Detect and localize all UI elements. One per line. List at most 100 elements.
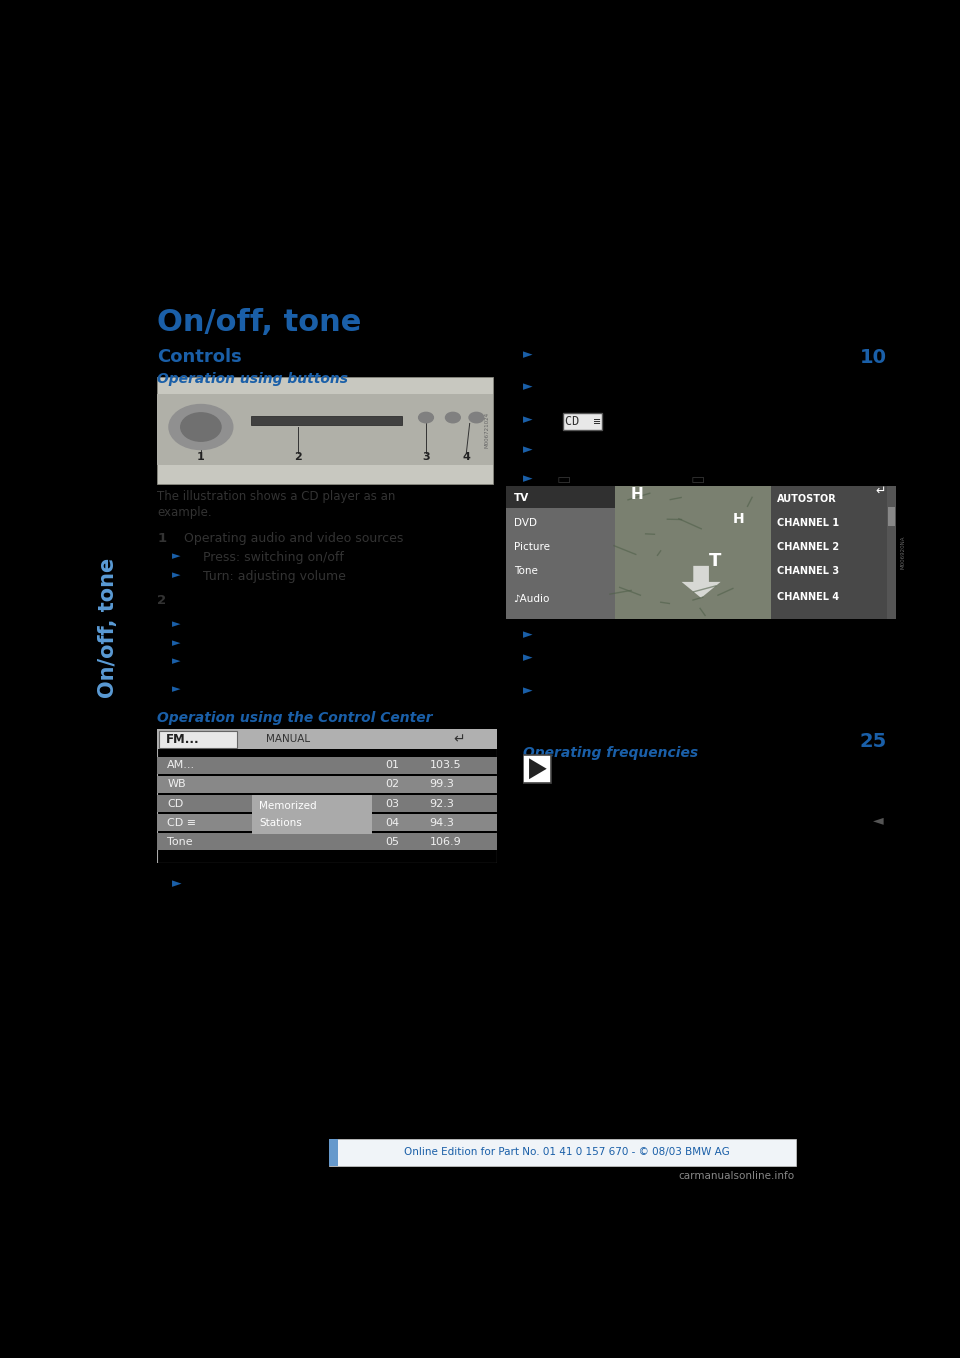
FancyBboxPatch shape [506,486,615,508]
Text: Operating audio and video sources: Operating audio and video sources [184,532,403,545]
Text: M006920NA: M006920NA [900,536,905,569]
Text: ↵: ↵ [453,732,465,746]
Text: 94.3: 94.3 [429,818,454,827]
Text: Turn: adjusting volume: Turn: adjusting volume [204,569,347,583]
Text: Operation using buttons: Operation using buttons [157,372,348,386]
Polygon shape [682,566,721,598]
Text: TV: TV [514,493,529,502]
Circle shape [445,413,460,422]
Text: CD: CD [167,799,183,808]
Text: ▭: ▭ [556,473,570,488]
Text: AM...: AM... [167,760,196,770]
Text: ►: ► [173,684,180,694]
Text: 2: 2 [157,593,166,607]
Text: T: T [708,551,721,570]
Text: Picture: Picture [514,542,550,553]
Text: ►: ► [522,684,532,698]
Text: Operating frequencies: Operating frequencies [522,746,698,759]
Text: On/off, tone: On/off, tone [98,558,118,698]
Text: Controls: Controls [157,349,242,367]
Text: WB: WB [167,779,186,789]
Text: H: H [732,512,744,526]
Text: example.: example. [157,507,212,519]
Text: Tone: Tone [167,837,193,847]
Text: M006721024: M006721024 [485,413,490,448]
Text: ♪Audio: ♪Audio [514,595,550,604]
Text: CHANNEL 1: CHANNEL 1 [778,519,839,528]
Text: Tone: Tone [514,566,538,576]
FancyBboxPatch shape [157,394,493,464]
Text: 04: 04 [385,818,399,827]
FancyBboxPatch shape [157,815,497,831]
Text: 01: 01 [385,760,399,770]
Text: ►: ► [173,638,180,648]
Text: FM...: FM... [166,732,200,746]
Text: On/off, tone: On/off, tone [157,308,362,337]
FancyBboxPatch shape [252,796,372,834]
Text: The illustration shows a CD player as an: The illustration shows a CD player as an [157,490,396,504]
FancyBboxPatch shape [523,755,551,782]
Text: ►: ► [173,619,180,629]
Text: 1: 1 [197,452,204,462]
FancyBboxPatch shape [329,1138,338,1165]
Text: Operation using the Control Center: Operation using the Control Center [157,712,433,725]
Text: Stations: Stations [259,818,302,828]
Circle shape [169,405,233,449]
Text: ↵: ↵ [876,485,886,498]
FancyBboxPatch shape [159,731,237,748]
Text: CHANNEL 2: CHANNEL 2 [778,542,839,553]
Text: 02: 02 [385,779,399,789]
Text: ►: ► [173,551,180,561]
Circle shape [180,413,221,441]
Text: 1: 1 [157,532,166,545]
Text: CHANNEL 3: CHANNEL 3 [778,566,839,576]
Text: CD  ≡: CD ≡ [564,416,600,428]
Text: 3: 3 [422,452,430,462]
Text: Press: switching on/off: Press: switching on/off [204,551,345,564]
Text: ►: ► [173,877,182,889]
Text: 4: 4 [463,452,470,462]
Text: DVD: DVD [514,519,537,528]
Text: ►: ► [522,473,532,485]
Text: ◄: ◄ [874,813,884,827]
Text: ►: ► [173,569,180,580]
FancyBboxPatch shape [615,486,772,619]
Text: ►: ► [522,650,532,664]
FancyBboxPatch shape [157,834,497,850]
Text: 2: 2 [295,452,302,462]
FancyBboxPatch shape [157,378,493,483]
Text: 92.3: 92.3 [429,799,454,808]
Text: ►: ► [522,443,532,456]
Polygon shape [529,758,546,779]
Text: 99.3: 99.3 [429,779,454,789]
Text: 25: 25 [859,732,886,751]
Text: CD ≡: CD ≡ [167,818,197,827]
Text: ►: ► [173,656,180,667]
FancyBboxPatch shape [329,1138,796,1165]
Text: ►: ► [522,380,532,392]
Text: carmanualsonline.info: carmanualsonline.info [679,1171,795,1181]
Text: Memorized: Memorized [259,801,317,811]
Text: MANUAL: MANUAL [266,735,310,744]
Text: ►: ► [522,629,532,641]
FancyBboxPatch shape [888,507,896,526]
Text: ►: ► [522,349,532,361]
FancyBboxPatch shape [772,486,897,619]
Circle shape [419,413,433,422]
Text: CHANNEL 4: CHANNEL 4 [778,592,839,602]
Text: ►: ► [522,413,532,426]
FancyBboxPatch shape [157,775,497,793]
FancyBboxPatch shape [252,417,402,425]
Text: H: H [631,488,643,502]
Text: Online Edition for Part No. 01 41 0 157 670 - © 08/03 BMW AG: Online Edition for Part No. 01 41 0 157 … [404,1148,730,1157]
FancyBboxPatch shape [506,486,615,619]
Text: 106.9: 106.9 [429,837,461,847]
Circle shape [469,413,484,422]
Text: 03: 03 [385,799,399,808]
Text: AUTOSTOR: AUTOSTOR [778,494,837,504]
Text: ▭: ▭ [690,473,705,488]
FancyBboxPatch shape [887,486,897,619]
FancyBboxPatch shape [157,729,497,748]
Text: 103.5: 103.5 [429,760,461,770]
Text: 10: 10 [859,349,886,368]
